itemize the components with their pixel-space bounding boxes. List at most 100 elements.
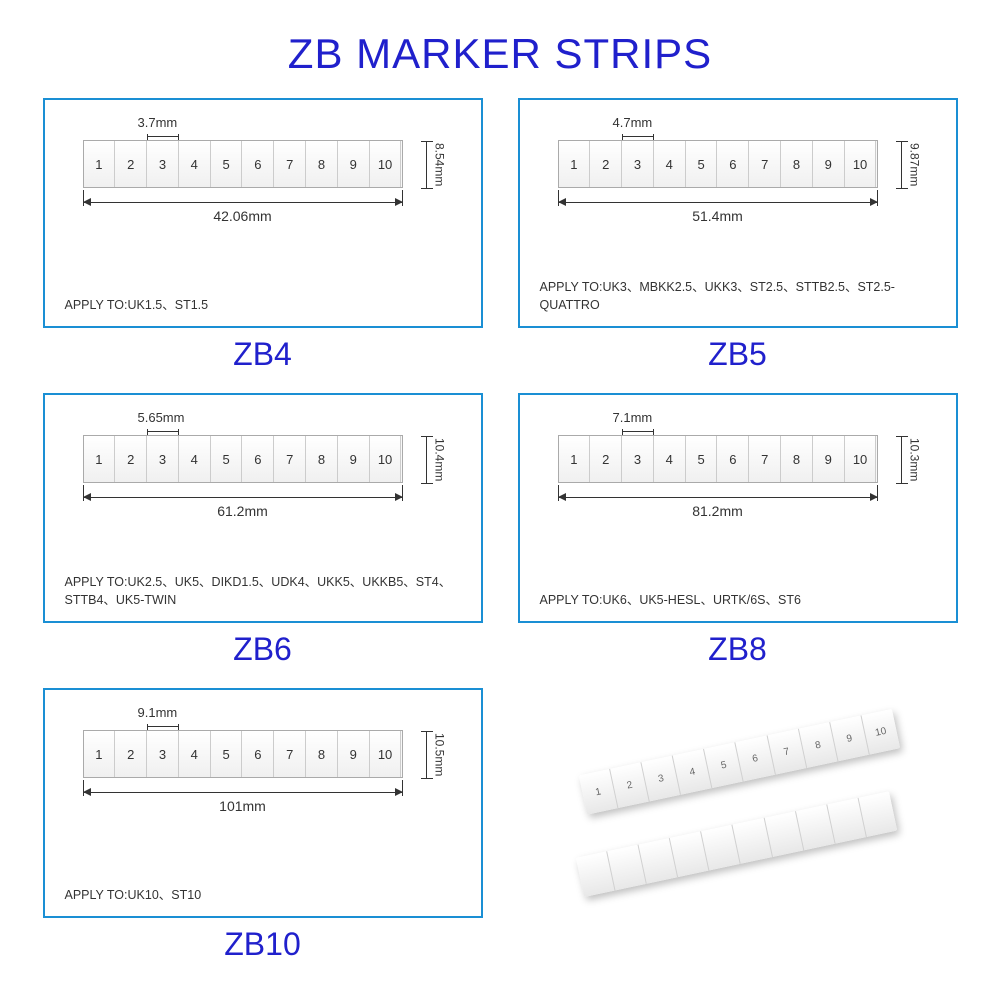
seg: 6 [242, 731, 274, 777]
seg: 10 [845, 436, 877, 482]
seg: 4 [179, 141, 211, 187]
seg: 6 [717, 141, 749, 187]
seg: 2 [590, 141, 622, 187]
height-dimension: 10.3mm [896, 436, 922, 484]
seg: 8 [306, 141, 338, 187]
panel-zb8: 7.1mm 1 2 3 4 5 6 7 8 9 10 10.3mm [518, 393, 958, 623]
seg: 4 [179, 436, 211, 482]
seg: 3 [622, 141, 654, 187]
seg: 6 [242, 436, 274, 482]
seg: 2 [115, 731, 147, 777]
seg: 7 [274, 436, 306, 482]
seg: 1 [559, 436, 591, 482]
seg: 1 [84, 141, 116, 187]
width-dimension: 61.2mm [83, 489, 403, 513]
seg: 9 [813, 141, 845, 187]
panel-zb6: 5.65mm 1 2 3 4 5 6 7 8 9 10 10.4mm [43, 393, 483, 623]
seg: 10 [370, 141, 402, 187]
width-text: 42.06mm [83, 208, 403, 224]
seg: 4 [654, 436, 686, 482]
seg: 3 [622, 436, 654, 482]
seg: 3 [147, 436, 179, 482]
seg: 9 [338, 436, 370, 482]
seg: 8 [781, 141, 813, 187]
seg: 6 [242, 141, 274, 187]
height-dimension: 10.5mm [421, 731, 447, 779]
height-text: 9.87mm [908, 143, 922, 186]
apply-text: APPLY TO:UK10、ST10 [65, 887, 461, 905]
page-title: ZB MARKER STRIPS [0, 0, 1000, 98]
width-text: 101mm [83, 798, 403, 814]
height-text: 10.5mm [433, 733, 447, 776]
apply-text: APPLY TO:UK1.5、ST1.5 [65, 297, 461, 315]
panel-label-zb5: ZB5 [708, 336, 767, 373]
marker-strip: 1 2 3 4 5 6 7 8 9 10 9.87mm [558, 140, 878, 188]
seg: 5 [211, 141, 243, 187]
height-text: 10.3mm [908, 438, 922, 481]
seg: 5 [211, 731, 243, 777]
seg: 1 [559, 141, 591, 187]
cell-zb6: 5.65mm 1 2 3 4 5 6 7 8 9 10 10.4mm [40, 393, 485, 668]
marker-strip: 1 2 3 4 5 6 7 8 9 10 8.54mm [83, 140, 403, 188]
seg: 3 [147, 141, 179, 187]
seg: 8 [781, 436, 813, 482]
seg-width-label: 7.1mm [613, 410, 653, 425]
seg: 4 [179, 731, 211, 777]
panel-grid: 3.7mm 1 2 3 4 5 6 7 8 9 10 8.54mm [0, 98, 1000, 963]
height-text: 10.4mm [433, 438, 447, 481]
seg: 10 [370, 436, 402, 482]
cell-zb8: 7.1mm 1 2 3 4 5 6 7 8 9 10 10.3mm [515, 393, 960, 668]
panel-label-zb10: ZB10 [224, 926, 300, 963]
panel-label-zb6: ZB6 [233, 631, 292, 668]
seg-width-label: 4.7mm [613, 115, 653, 130]
panel-label-zb4: ZB4 [233, 336, 292, 373]
seg: 9 [338, 141, 370, 187]
marker-strip: 1 2 3 4 5 6 7 8 9 10 10.5mm [83, 730, 403, 778]
seg: 2 [590, 436, 622, 482]
seg: 5 [686, 141, 718, 187]
seg: 10 [370, 731, 402, 777]
apply-text: APPLY TO:UK3、MBKK2.5、UKK3、ST2.5、STTB2.5、… [540, 279, 936, 314]
seg: 1 [84, 731, 116, 777]
seg-width-label: 9.1mm [138, 705, 178, 720]
photo-strip-blank [575, 791, 896, 897]
cell-zb4: 3.7mm 1 2 3 4 5 6 7 8 9 10 8.54mm [40, 98, 485, 373]
seg: 8 [306, 731, 338, 777]
seg: 9 [813, 436, 845, 482]
seg: 7 [749, 141, 781, 187]
seg: 10 [845, 141, 877, 187]
apply-text: APPLY TO:UK2.5、UK5、DIKD1.5、UDK4、UKK5、UKK… [65, 574, 461, 609]
seg: 2 [115, 436, 147, 482]
marker-strip: 1 2 3 4 5 6 7 8 9 10 10.4mm [83, 435, 403, 483]
cell-photo: 1 2 3 4 5 6 7 8 9 10 [515, 688, 960, 963]
height-dimension: 8.54mm [421, 141, 447, 189]
panel-zb5: 4.7mm 1 2 3 4 5 6 7 8 9 10 9.87mm [518, 98, 958, 328]
width-text: 61.2mm [83, 503, 403, 519]
height-dimension: 9.87mm [896, 141, 922, 189]
seg: 5 [686, 436, 718, 482]
seg: 9 [338, 731, 370, 777]
width-text: 81.2mm [558, 503, 878, 519]
seg: 7 [749, 436, 781, 482]
seg: 4 [654, 141, 686, 187]
width-text: 51.4mm [558, 208, 878, 224]
height-text: 8.54mm [433, 143, 447, 186]
apply-text: APPLY TO:UK6、UK5-HESL、URTK/6S、ST6 [540, 592, 936, 610]
seg: 7 [274, 141, 306, 187]
panel-zb10: 9.1mm 1 2 3 4 5 6 7 8 9 10 10.5mm [43, 688, 483, 918]
seg: 7 [274, 731, 306, 777]
seg: 8 [306, 436, 338, 482]
height-dimension: 10.4mm [421, 436, 447, 484]
cell-zb5: 4.7mm 1 2 3 4 5 6 7 8 9 10 9.87mm [515, 98, 960, 373]
seg: 3 [147, 731, 179, 777]
width-dimension: 42.06mm [83, 194, 403, 218]
seg: 5 [211, 436, 243, 482]
width-dimension: 81.2mm [558, 489, 878, 513]
seg: 1 [84, 436, 116, 482]
seg: 6 [717, 436, 749, 482]
product-photo: 1 2 3 4 5 6 7 8 9 10 [518, 688, 958, 918]
panel-label-zb8: ZB8 [708, 631, 767, 668]
cell-zb10: 9.1mm 1 2 3 4 5 6 7 8 9 10 10.5mm [40, 688, 485, 963]
panel-zb4: 3.7mm 1 2 3 4 5 6 7 8 9 10 8.54mm [43, 98, 483, 328]
seg-width-label: 5.65mm [138, 410, 185, 425]
